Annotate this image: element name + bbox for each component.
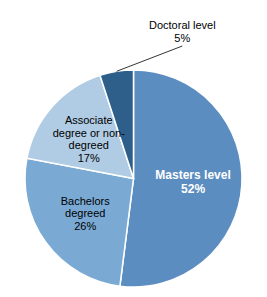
svg-text:Masters level52%: Masters level52% (155, 168, 230, 196)
svg-text:Doctoral level5%: Doctoral level5% (149, 19, 216, 44)
svg-text:Bachelorsdegreed26%: Bachelorsdegreed26% (61, 195, 110, 232)
svg-text:Associatedegree or non-degreed: Associatedegree or non-degreed17% (53, 114, 125, 164)
